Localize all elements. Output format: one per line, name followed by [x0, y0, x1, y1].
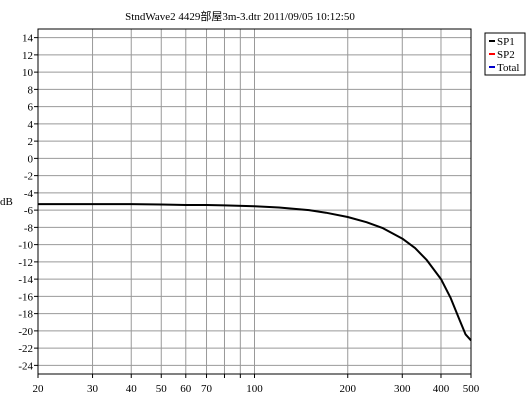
series: [38, 203, 472, 342]
y-axis: 14 12 10 8 6 4 2 0 -2 -4 -6 -8 -10 -12 -14 -16 -18 -20 -22…: [18, 33, 38, 372]
grid: [37, 29, 472, 374]
x-tick-label: 70: [201, 383, 213, 395]
x-tick-label: 500: [463, 383, 480, 395]
x-tick-label: 40: [126, 383, 138, 395]
x-tick-label: 100: [246, 383, 263, 395]
x-tick-label: 60: [180, 383, 192, 395]
legend-item: SP2: [497, 49, 515, 61]
y-tick-label: 14: [22, 33, 34, 45]
y-tick-label: -8: [24, 222, 34, 234]
x-tick-label: 20: [33, 383, 45, 395]
x-tick-label: 50: [156, 383, 168, 395]
x-tick-label: 400: [433, 383, 450, 395]
y-tick-label: -24: [18, 360, 33, 372]
legend-item: SP1: [497, 36, 515, 48]
y-tick-label: 2: [28, 136, 34, 148]
y-tick-label: 12: [22, 50, 33, 62]
y-tick-label: -16: [18, 291, 33, 303]
y-tick-label: 4: [28, 119, 34, 131]
y-tick-label: 8: [28, 84, 34, 96]
legend-item: Total: [497, 62, 519, 74]
y-tick-label: -22: [18, 343, 33, 355]
x-axis: 20 30 40 50 60 70 100 200 300 400 500: [33, 374, 480, 395]
y-tick-label: 10: [22, 67, 34, 79]
series-line-total: [38, 203, 472, 342]
y-axis-label: dB: [0, 196, 13, 208]
y-tick-label: -18: [18, 309, 33, 321]
y-tick-label: 0: [28, 153, 34, 165]
x-tick-label: 200: [339, 383, 356, 395]
y-tick-label: -14: [18, 274, 33, 286]
chart-title: StndWave2 4429部屋3m-3.dtr 2011/09/05 10:1…: [125, 9, 355, 23]
y-tick-label: 6: [28, 102, 34, 114]
y-tick-label: -12: [18, 257, 33, 269]
y-tick-label: -10: [18, 240, 33, 252]
y-tick-label: -4: [24, 188, 34, 200]
x-tick-label: 300: [394, 383, 411, 395]
y-tick-label: -6: [24, 205, 34, 217]
y-tick-label: -2: [24, 171, 33, 183]
x-tick-label: 30: [87, 383, 99, 395]
y-tick-label: -20: [18, 326, 33, 338]
